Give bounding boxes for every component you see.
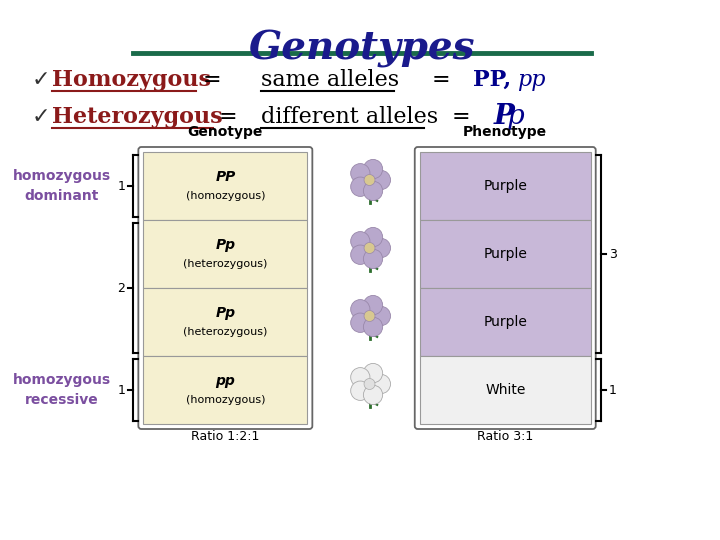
Text: PP: PP xyxy=(215,170,235,184)
Text: pp: pp xyxy=(517,69,546,91)
Circle shape xyxy=(372,306,390,326)
Text: (heterozygous): (heterozygous) xyxy=(183,327,268,337)
Text: (heterozygous): (heterozygous) xyxy=(183,259,268,269)
Circle shape xyxy=(372,238,390,258)
Text: ✓: ✓ xyxy=(32,70,50,90)
Circle shape xyxy=(351,313,370,333)
Circle shape xyxy=(351,177,370,197)
Text: homozygous
dominant: homozygous dominant xyxy=(13,169,111,202)
Circle shape xyxy=(364,249,382,268)
Circle shape xyxy=(364,242,375,253)
Text: 1: 1 xyxy=(117,383,125,396)
FancyBboxPatch shape xyxy=(143,152,307,220)
Circle shape xyxy=(364,379,375,389)
Circle shape xyxy=(364,363,382,383)
Text: different alleles: different alleles xyxy=(261,106,438,128)
Text: 1: 1 xyxy=(608,383,616,396)
Text: =: = xyxy=(432,69,450,91)
Circle shape xyxy=(351,232,370,251)
Text: pp: pp xyxy=(215,374,235,388)
Text: Ratio 3:1: Ratio 3:1 xyxy=(477,429,534,442)
Text: Genotypes: Genotypes xyxy=(249,30,475,68)
Circle shape xyxy=(364,385,382,404)
Text: Purple: Purple xyxy=(483,179,527,193)
Circle shape xyxy=(372,374,390,394)
Text: Purple: Purple xyxy=(483,247,527,261)
FancyBboxPatch shape xyxy=(143,220,307,288)
Text: Ratio 1:2:1: Ratio 1:2:1 xyxy=(191,429,259,442)
Text: ✓: ✓ xyxy=(32,107,50,127)
Circle shape xyxy=(351,164,370,183)
Circle shape xyxy=(364,317,382,336)
Text: homozygous
recessive: homozygous recessive xyxy=(13,373,111,407)
Text: White: White xyxy=(485,383,526,397)
Text: 1: 1 xyxy=(117,179,125,192)
FancyBboxPatch shape xyxy=(420,220,590,288)
Circle shape xyxy=(351,381,370,400)
Text: Genotype: Genotype xyxy=(188,125,263,139)
Text: Heterozygous: Heterozygous xyxy=(52,106,222,128)
FancyBboxPatch shape xyxy=(420,356,590,424)
Text: Purple: Purple xyxy=(483,315,527,329)
Text: p: p xyxy=(507,104,525,131)
Text: Pp: Pp xyxy=(215,306,235,320)
Circle shape xyxy=(364,227,382,247)
FancyBboxPatch shape xyxy=(143,356,307,424)
Text: 3: 3 xyxy=(608,247,616,260)
FancyBboxPatch shape xyxy=(420,152,590,220)
Text: Phenotype: Phenotype xyxy=(463,125,547,139)
Circle shape xyxy=(372,170,390,190)
Text: =: = xyxy=(203,69,222,91)
Circle shape xyxy=(351,300,370,319)
Circle shape xyxy=(351,245,370,265)
Text: (homozygous): (homozygous) xyxy=(186,395,265,405)
Text: PP,: PP, xyxy=(474,69,519,91)
Text: 2: 2 xyxy=(117,281,125,294)
FancyBboxPatch shape xyxy=(143,288,307,356)
Text: =: = xyxy=(451,106,470,128)
Circle shape xyxy=(364,174,375,186)
Text: same alleles: same alleles xyxy=(261,69,399,91)
Circle shape xyxy=(364,310,375,321)
Circle shape xyxy=(364,181,382,200)
Text: (homozygous): (homozygous) xyxy=(186,191,265,201)
Circle shape xyxy=(364,159,382,179)
Text: P: P xyxy=(493,104,514,131)
Text: =: = xyxy=(219,106,238,128)
Circle shape xyxy=(364,295,382,315)
Text: Pp: Pp xyxy=(215,238,235,252)
Circle shape xyxy=(351,368,370,387)
FancyBboxPatch shape xyxy=(420,288,590,356)
Text: Homozygous: Homozygous xyxy=(52,69,211,91)
